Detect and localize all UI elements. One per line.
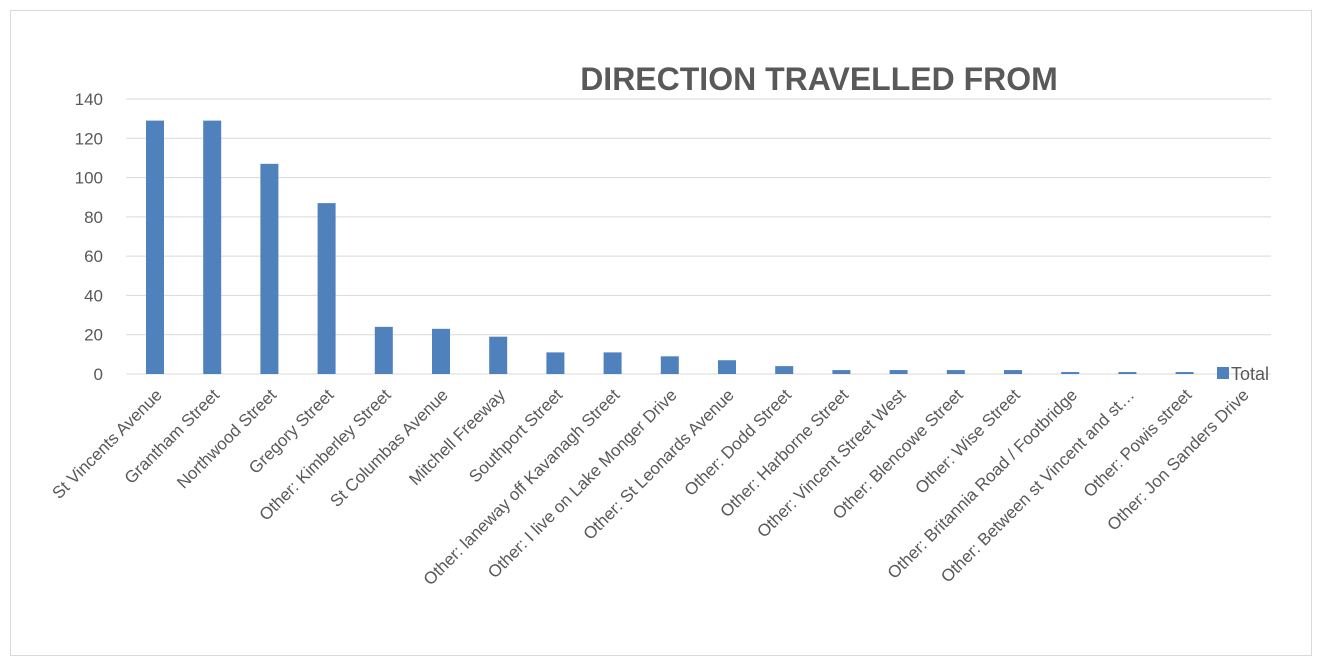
bar-6 (489, 336, 508, 374)
y-tick-label: 20 (84, 326, 103, 345)
gridlines (126, 98, 1271, 375)
bar-7 (546, 352, 565, 374)
bars (146, 120, 1194, 374)
bar-15 (1004, 370, 1022, 374)
bar-5 (432, 328, 450, 374)
y-tick-label: 80 (84, 208, 103, 227)
legend: Total (1217, 364, 1269, 384)
bar-chart: DIRECTION TRAVELLED FROM 0 20 40 60 80 100 120… (49, 61, 1271, 589)
y-tick-label: 120 (75, 129, 103, 148)
bar-1 (203, 120, 222, 374)
x-category-label: Other: Wise Street (912, 385, 1024, 497)
bar-9 (660, 356, 679, 374)
legend-label-total: Total (1231, 364, 1269, 384)
y-axis-ticks: 0 20 40 60 80 100 120 140 (75, 90, 103, 384)
bar-14 (946, 370, 965, 374)
bar-10 (718, 360, 736, 374)
y-tick-label: 100 (75, 169, 103, 188)
x-category-label: Northwood Street (173, 385, 280, 492)
x-category-label: Other: Powis street (1080, 385, 1196, 501)
y-tick-label: 140 (75, 90, 103, 109)
chart-title: DIRECTION TRAVELLED FROM (580, 61, 1058, 97)
bar-17 (1118, 372, 1137, 374)
x-category-label: St Vincents Avenue (49, 385, 166, 502)
bar-11 (775, 366, 794, 374)
bar-3 (317, 203, 336, 374)
bar-18 (1175, 372, 1194, 374)
y-tick-label: 0 (94, 365, 103, 384)
x-category-label: Other: Dodd Street (681, 385, 796, 500)
bar-2 (260, 163, 279, 374)
bar-12 (832, 370, 851, 374)
bar-16 (1061, 372, 1080, 374)
chart-frame: DIRECTION TRAVELLED FROM 0 20 40 60 80 100 120… (10, 10, 1312, 656)
legend-swatch (1217, 367, 1229, 379)
bar-13 (889, 370, 908, 374)
y-tick-label: 60 (84, 247, 103, 266)
bar-4 (374, 326, 393, 374)
bar-0 (146, 120, 164, 374)
bar-8 (603, 352, 622, 374)
y-tick-label: 40 (84, 286, 103, 305)
x-category-label: Mitchell Freeway (405, 385, 509, 489)
